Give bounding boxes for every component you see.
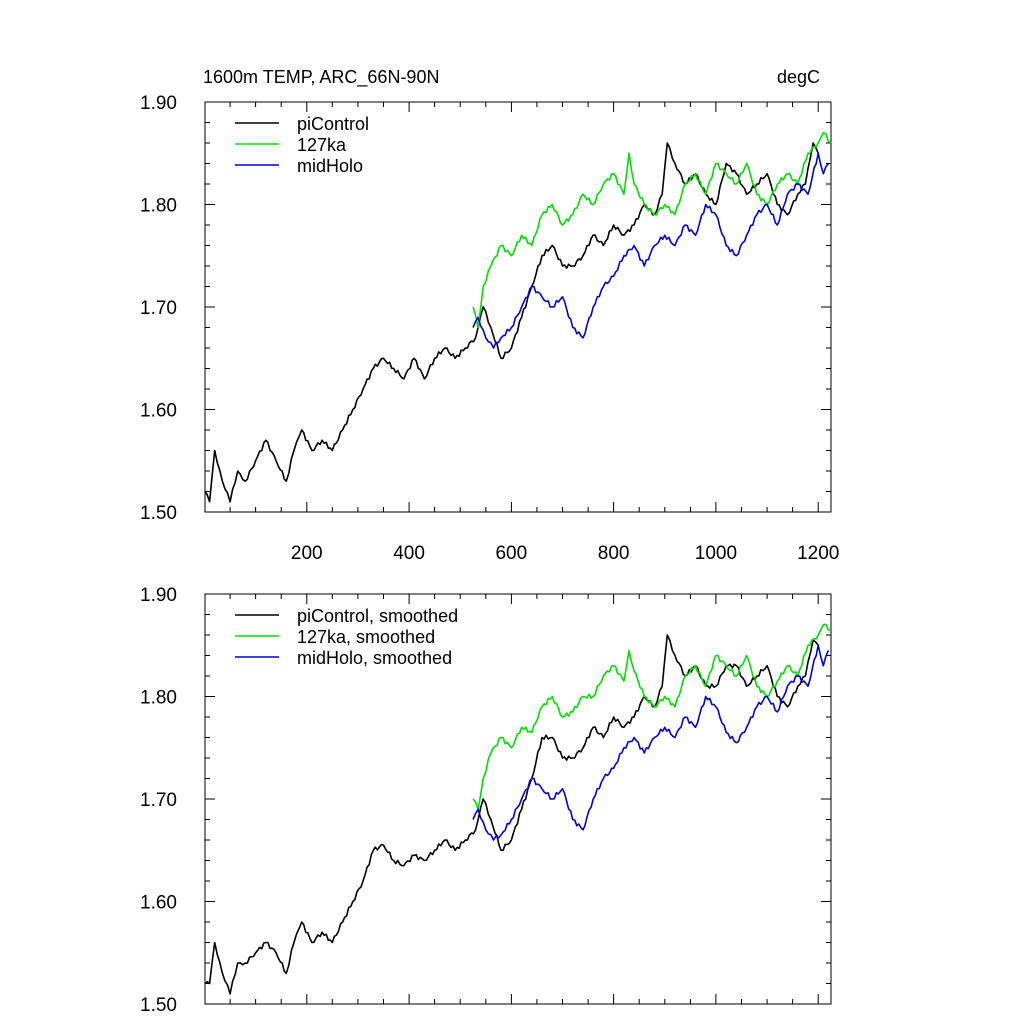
y-tick-label: 1.80 xyxy=(140,688,177,709)
legend-label: 127ka, smoothed xyxy=(297,627,435,647)
y-tick-label: 1.80 xyxy=(140,196,177,217)
bottom-panel: 1.50 1.60 1.70 1.80 1.90 piControl, smoothed… xyxy=(140,585,832,1016)
series-line-picontrol xyxy=(204,142,819,503)
chart-title: 1600m TEMP, ARC_66N-90N xyxy=(203,67,439,88)
bottom-series-group xyxy=(204,623,832,995)
y-tick-label: 1.60 xyxy=(140,893,177,914)
series-line-picontrol xyxy=(204,634,819,995)
y-tick-label: 1.90 xyxy=(140,585,177,606)
series-line-127ka xyxy=(472,623,832,811)
y-tick-label: 1.50 xyxy=(140,995,177,1016)
y-tick-label: 1.70 xyxy=(140,790,177,811)
series-line-midholo xyxy=(472,644,830,841)
y-tick-label: 1.70 xyxy=(140,298,177,319)
x-tick-label: 600 xyxy=(495,543,527,564)
legend-label: piControl xyxy=(297,114,369,134)
x-tick-label: 800 xyxy=(598,543,630,564)
x-tick-label: 200 xyxy=(291,543,323,564)
legend-label: midHolo xyxy=(297,156,363,176)
top-panel: 1600m TEMP, ARC_66N-90N degC 200 400 600 80… xyxy=(140,67,839,564)
top-x-tick-labels: 200 400 600 800 1000 1200 xyxy=(291,543,839,564)
legend-label: midHolo, smoothed xyxy=(297,648,452,668)
top-series-group xyxy=(204,131,832,503)
bottom-axis-ticks xyxy=(205,593,831,1005)
y-tick-label: 1.60 xyxy=(140,401,177,422)
legend-label: 127ka xyxy=(297,135,347,155)
y-tick-label: 1.90 xyxy=(140,93,177,114)
legend-label: piControl, smoothed xyxy=(297,606,458,626)
series-line-midholo xyxy=(472,152,830,349)
series-line-127ka xyxy=(472,131,832,329)
x-tick-label: 400 xyxy=(393,543,425,564)
x-tick-label: 1000 xyxy=(695,543,737,564)
top-y-tick-labels: 1.50 1.60 1.70 1.80 1.90 xyxy=(140,93,177,524)
top-axis-ticks xyxy=(205,101,831,513)
units-label: degC xyxy=(777,67,820,87)
x-tick-label: 1200 xyxy=(797,543,839,564)
bottom-y-tick-labels: 1.50 1.60 1.70 1.80 1.90 xyxy=(140,585,177,1016)
y-tick-label: 1.50 xyxy=(140,503,177,524)
